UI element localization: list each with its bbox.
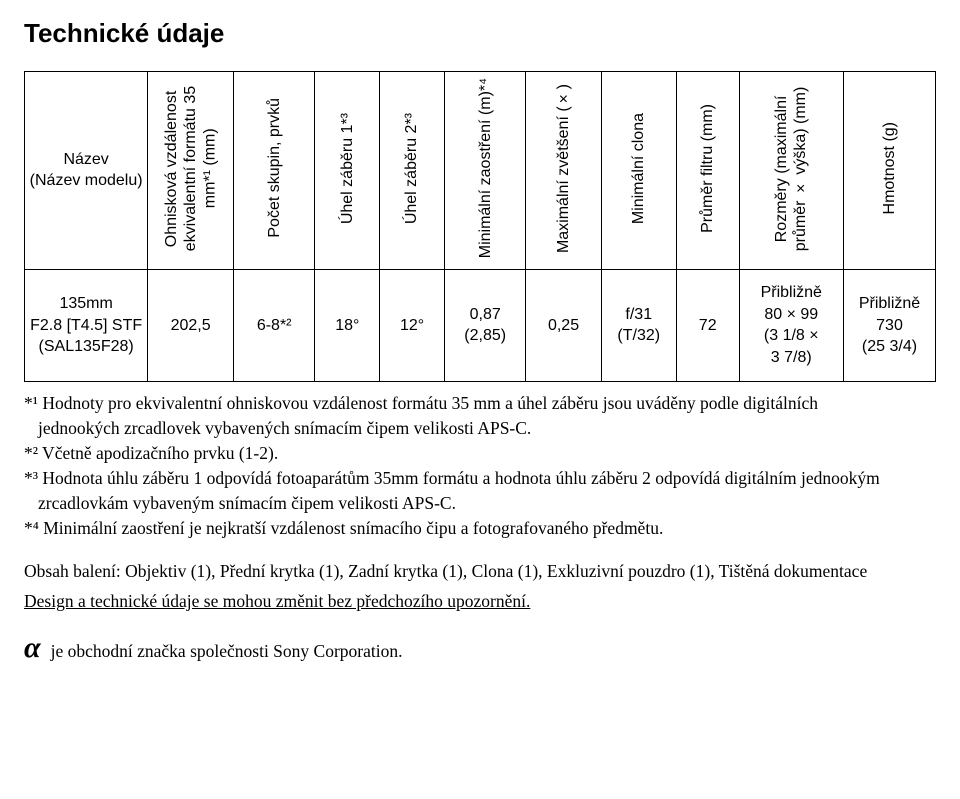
- col-filter-header: Průměr filtru (mm): [676, 72, 739, 270]
- footnote-1a: *¹ Hodnoty pro ekvivalentní ohniskovou v…: [24, 392, 936, 415]
- col-angle1-header: Úhel záběru 1*³: [315, 72, 380, 270]
- col-name-label: Název(Název modelu): [30, 151, 143, 189]
- body-text: Obsah balení: Objektiv (1), Přední krytk…: [24, 560, 936, 613]
- cell-dims: Přibližně80 × 99(3 1/8 ×3 7/8): [739, 270, 843, 381]
- footnote-3a: *³ Hodnota úhlu záběru 1 odpovídá fotoap…: [24, 467, 936, 490]
- col-angle2-label: Úhel záběru 2*³: [402, 113, 421, 224]
- cell-groups: 6-8*²: [233, 270, 314, 381]
- cell-minap: f/31(T/32): [601, 270, 676, 381]
- col-maxmag-label: Maximální zvětšení (×): [554, 84, 573, 253]
- col-angle1-label: Úhel záběru 1*³: [338, 113, 357, 224]
- col-minap-label: Minimální clona: [629, 113, 648, 224]
- footnote-4: *⁴ Minimální zaostření je nejkratší vzdá…: [24, 517, 936, 540]
- col-weight-label: Hmotnost (g): [880, 122, 899, 214]
- col-maxmag-header: Maximální zvětšení (×): [526, 72, 601, 270]
- cell-minfocus: 0,87(2,85): [444, 270, 525, 381]
- alpha-text: je obchodní značka společnosti Sony Corp…: [51, 641, 403, 662]
- design-line: Design a technické údaje se mohou změnit…: [24, 590, 936, 614]
- col-groups-label: Počet skupin, prvků: [265, 98, 284, 238]
- col-name-header: Název(Název modelu): [25, 72, 148, 270]
- col-filter-label: Průměr filtru (mm): [698, 104, 717, 233]
- table-row: 135mmF2.8 [T4.5] STF(SAL135F28) 202,5 6-…: [25, 270, 936, 381]
- cell-angle2: 12°: [380, 270, 445, 381]
- cell-filter: 72: [676, 270, 739, 381]
- col-dims-header: Rozměry (maximální průměr × výška) (mm): [739, 72, 843, 270]
- table-header-row: Název(Název modelu) Ohnisková vzdálenost…: [25, 72, 936, 270]
- footnote-3b: zrcadlovkám vybaveným snímacím čipem vel…: [24, 492, 936, 515]
- footnote-1b: jednookých zrcadlovek vybavených snímací…: [24, 417, 936, 440]
- footnotes: *¹ Hodnoty pro ekvivalentní ohniskovou v…: [24, 392, 936, 541]
- col-focal-label: Ohnisková vzdálenost ekvivalentní formát…: [162, 76, 220, 261]
- page-title: Technické údaje: [24, 18, 936, 49]
- col-weight-header: Hmotnost (g): [844, 72, 936, 270]
- footnote-2: *² Včetně apodizačního prvku (1-2).: [24, 442, 936, 465]
- contents-line: Obsah balení: Objektiv (1), Přední krytk…: [24, 560, 936, 584]
- alpha-icon: α: [24, 633, 41, 663]
- alpha-line: α je obchodní značka společnosti Sony Co…: [24, 633, 936, 663]
- col-minfocus-label: Minimální zaostření (m)*⁴: [476, 78, 495, 258]
- cell-name: 135mmF2.8 [T4.5] STF(SAL135F28): [25, 270, 148, 381]
- col-groups-header: Počet skupin, prvků: [233, 72, 314, 270]
- cell-maxmag: 0,25: [526, 270, 601, 381]
- col-angle2-header: Úhel záběru 2*³: [380, 72, 445, 270]
- cell-angle1: 18°: [315, 270, 380, 381]
- col-dims-label: Rozměry (maximální průměr × výška) (mm): [772, 76, 810, 261]
- col-minap-header: Minimální clona: [601, 72, 676, 270]
- col-focal-header: Ohnisková vzdálenost ekvivalentní formát…: [148, 72, 234, 270]
- spec-table: Název(Název modelu) Ohnisková vzdálenost…: [24, 71, 936, 382]
- cell-weight: Přibližně730(25 3/4): [844, 270, 936, 381]
- col-minfocus-header: Minimální zaostření (m)*⁴: [444, 72, 525, 270]
- cell-focal: 202,5: [148, 270, 234, 381]
